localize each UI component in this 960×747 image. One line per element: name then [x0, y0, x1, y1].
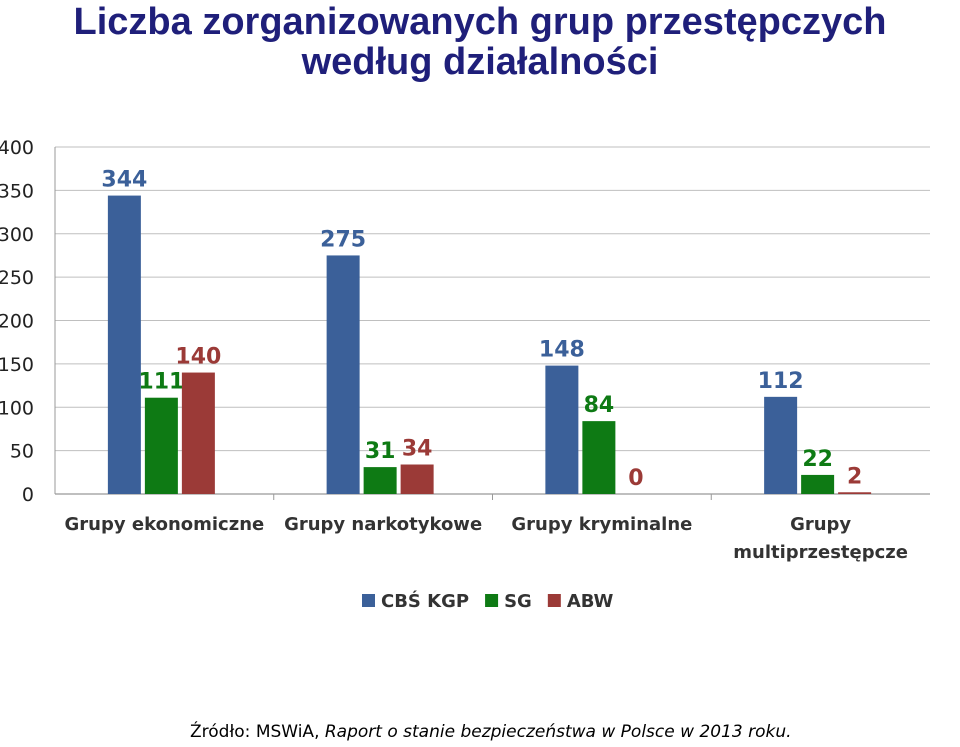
bar — [582, 421, 616, 494]
y-tick-label: 350 — [0, 180, 34, 202]
x-category-label: multiprzestępcze — [733, 542, 908, 563]
legend-swatch — [485, 594, 499, 607]
data-label: 148 — [539, 338, 585, 363]
legend-label: SG — [504, 591, 532, 612]
data-label: 84 — [584, 393, 615, 418]
bar — [764, 396, 798, 494]
bar — [144, 397, 178, 494]
data-label: 275 — [320, 227, 366, 252]
data-label: 344 — [101, 168, 147, 193]
source-note: Źródło: MSWiA, Raport o stanie bezpiecze… — [190, 722, 950, 742]
y-tick-label: 400 — [0, 137, 34, 159]
bar — [326, 255, 360, 494]
bar — [363, 467, 397, 494]
y-tick-label: 100 — [0, 397, 34, 419]
data-label: 112 — [758, 369, 804, 394]
x-category-label: Grupy kryminalne — [511, 514, 692, 535]
data-label: 140 — [175, 345, 221, 370]
bar — [801, 474, 835, 494]
chart-subtitle: według działalności — [301, 41, 659, 83]
bar — [400, 464, 434, 494]
bar — [838, 492, 872, 494]
legend-label: CBŚ KGP — [381, 590, 469, 612]
legend-swatch — [547, 594, 561, 607]
data-label: 22 — [802, 447, 833, 472]
data-label: 31 — [365, 439, 396, 464]
x-category-label: Grupy narkotykowe — [284, 514, 482, 535]
data-label: 111 — [138, 370, 184, 395]
y-tick-label: 50 — [10, 441, 34, 463]
chart-title: Liczba zorganizowanych grup przestępczyc… — [73, 1, 887, 43]
bar — [107, 195, 141, 494]
bar — [545, 365, 579, 494]
data-label: 2 — [847, 464, 862, 489]
legend-swatch — [362, 594, 375, 607]
source-label: Źródło: MSWiA, — [190, 722, 325, 742]
bar — [181, 372, 215, 494]
y-tick-label: 0 — [22, 484, 34, 506]
data-label: 34 — [402, 437, 433, 462]
legend-label: ABW — [567, 591, 614, 612]
y-tick-label: 150 — [0, 354, 34, 376]
y-tick-label: 200 — [0, 311, 34, 333]
y-tick-label: 300 — [0, 224, 34, 246]
x-category-label: Grupy — [790, 514, 851, 535]
source-text: Raport o stanie bezpieczeństwa w Polsce … — [324, 722, 792, 742]
y-tick-label: 250 — [0, 267, 34, 289]
x-category-label: Grupy ekonomiczne — [65, 514, 265, 535]
data-label: 0 — [628, 466, 643, 491]
